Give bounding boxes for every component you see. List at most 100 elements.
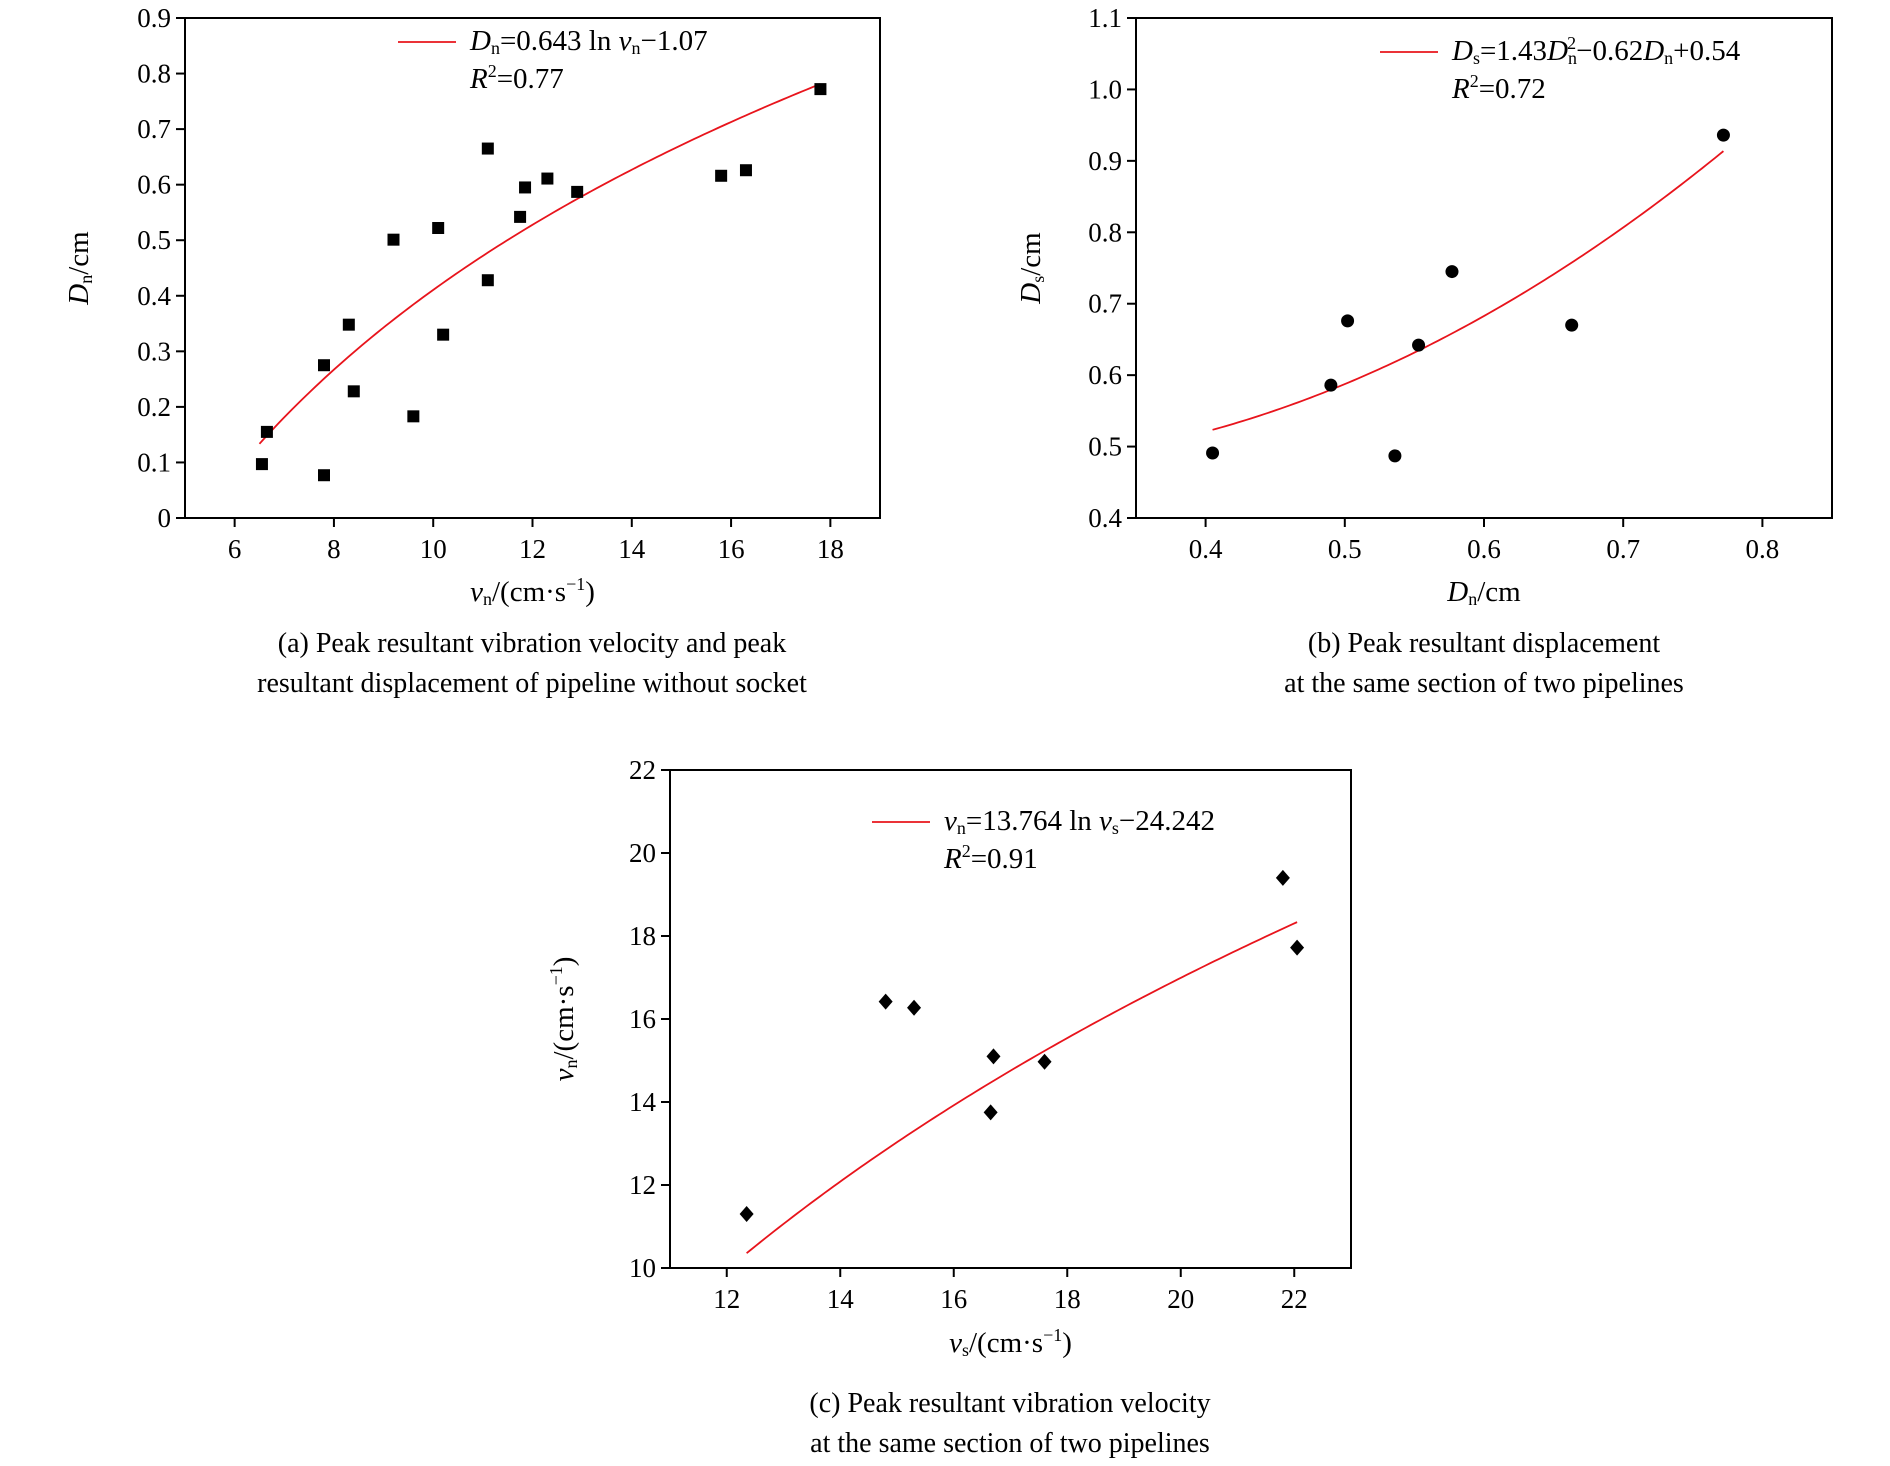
legend-equation-a-part-3: v	[619, 25, 632, 57]
y-axis-label-b-part-1: s	[1028, 276, 1048, 283]
x-tick-label-a-1: 8	[327, 534, 341, 564]
caption-line-a-1: resultant displacement of pipeline witho…	[257, 668, 807, 699]
legend-equation-b-part-2: =1.43	[1480, 35, 1547, 67]
legend-r2-b: R2=0.72	[1451, 71, 1546, 105]
legend-equation-b-part-6: D	[1642, 35, 1664, 67]
x-axis-label-a-part-0: v	[470, 576, 483, 608]
y-tick-label-a-3: 0.3	[137, 336, 171, 366]
legend-equation-a-part-4: n	[631, 38, 640, 58]
data-point-b-5	[1445, 265, 1459, 279]
data-point-c-0	[739, 1206, 754, 1223]
legend-equation-c: vn=13.764 ln vs−24.242	[944, 805, 1215, 838]
data-point-a-10	[481, 274, 494, 287]
x-axis-label-c-part-0: v	[949, 1327, 962, 1359]
x-tick-label-c-1: 14	[827, 1284, 855, 1314]
fit-curve-a	[258, 83, 821, 445]
y-tick-label-a-4: 0.4	[137, 281, 171, 311]
chart-panel-a: 6 8 10 12 14 16 18 0 0.1 0.2 0.3 0.4 0.5 0.6 0.7 0.8 0.9…	[63, 3, 881, 699]
x-axis-label-c-part-1: s	[962, 1340, 969, 1360]
legend-r2-a-part-2: =0.77	[497, 63, 564, 95]
chart-panel-b: 0.4 0.5 0.6 0.7 0.8 0.4 0.5 0.6 0.7 0.8 0.9 1.0 1.1 D…	[1015, 3, 1833, 699]
x-tick-label-c-2: 16	[940, 1284, 967, 1314]
data-point-a-5	[347, 385, 360, 398]
legend-equation-b: Ds=1.43Dn2−0.62Dn+0.54	[1451, 33, 1741, 68]
data-point-c-4	[986, 1048, 1001, 1065]
x-tick-label-c-4: 20	[1167, 1284, 1194, 1314]
legend-r2-c-part-2: =0.91	[971, 843, 1038, 875]
data-point-c-5	[1037, 1053, 1052, 1070]
y-tick-label-a-8: 0.8	[137, 59, 171, 89]
x-tick-label-c-0: 12	[713, 1284, 740, 1314]
caption-line-c-0: (c) Peak resultant vibration velocity	[809, 1388, 1210, 1419]
y-tick-label-b-7: 1.1	[1088, 3, 1122, 33]
x-axis-label-a-part-1: n	[483, 589, 492, 609]
legend-equation-b-part-8: +0.54	[1673, 35, 1741, 67]
legend-equation-c-part-2: =13.764 ln	[966, 805, 1099, 837]
legend-equation-a-part-5: −1.07	[640, 25, 707, 57]
data-point-a-0	[255, 458, 268, 471]
legend-equation-b-part-0: D	[1451, 35, 1473, 67]
legend-r2-c-part-1: 2	[962, 841, 971, 861]
x-tick-label-c-5: 22	[1281, 1284, 1308, 1314]
x-tick-label-a-6: 18	[817, 534, 844, 564]
x-axis-label-c-part-3: −1	[1043, 1325, 1062, 1345]
y-tick-label-b-4: 0.8	[1088, 217, 1122, 247]
data-point-b-4	[1412, 338, 1426, 352]
legend-r2-c-part-0: R	[943, 843, 962, 875]
legend-r2-a-part-0: R	[469, 63, 488, 95]
legend-equation-b-part-7: n	[1664, 48, 1673, 68]
y-tick-label-b-5: 0.9	[1088, 146, 1122, 176]
fit-curve-c	[746, 921, 1298, 1254]
y-tick-label-c-0: 10	[629, 1253, 656, 1283]
data-point-c-1	[878, 993, 893, 1010]
legend-equation-a-part-2: =0.643 ln	[500, 25, 619, 57]
y-tick-label-a-5: 0.5	[137, 225, 171, 255]
data-point-a-6	[387, 233, 400, 246]
y-tick-label-c-2: 14	[629, 1087, 657, 1117]
data-point-b-3	[1388, 449, 1402, 463]
x-tick-label-b-3: 0.7	[1606, 534, 1640, 564]
x-axis-label-a-part-3: −1	[566, 574, 585, 594]
y-tick-label-b-3: 0.7	[1088, 289, 1122, 319]
x-tick-label-a-5: 16	[718, 534, 745, 564]
y-tick-label-c-6: 22	[629, 755, 656, 785]
data-point-a-16	[715, 169, 728, 182]
data-point-a-3	[318, 359, 330, 372]
y-tick-label-a-9: 0.9	[137, 3, 171, 33]
data-point-b-0	[1206, 446, 1220, 460]
data-point-a-17	[739, 164, 752, 177]
x-tick-label-c-3: 18	[1054, 1284, 1081, 1314]
data-point-a-13	[519, 181, 532, 194]
y-axis-label-c-part-2: /(cm·s	[548, 985, 580, 1059]
data-point-a-4	[342, 318, 355, 331]
legend-equation-b-part-1: s	[1473, 48, 1480, 68]
data-point-c-7	[1290, 939, 1305, 956]
data-point-a-12	[514, 210, 527, 223]
caption-line-b-0: (b) Peak resultant displacement	[1308, 628, 1660, 659]
caption-line-b-1: at the same section of two pipelines	[1284, 668, 1684, 699]
y-tick-label-b-6: 1.0	[1088, 74, 1122, 104]
data-point-a-15	[571, 185, 584, 198]
x-axis-label-c-part-2: /(cm·s	[969, 1327, 1043, 1359]
data-point-a-1	[260, 425, 273, 438]
legend-equation-c-part-4: s	[1112, 818, 1119, 838]
x-axis-label-b: Dn/cm	[1446, 576, 1521, 609]
legend-equation-b-part-4: n	[1568, 48, 1577, 68]
y-tick-label-c-5: 20	[629, 838, 656, 868]
x-axis-label-a-part-4: )	[585, 576, 595, 608]
x-axis-label-c-part-4: )	[1062, 1327, 1072, 1359]
legend-equation-c-part-3: v	[1099, 805, 1112, 837]
legend-r2-c: R2=0.91	[943, 841, 1038, 875]
y-axis-label-c-part-4: )	[548, 957, 580, 967]
x-tick-label-b-4: 0.8	[1746, 534, 1780, 564]
caption-line-a-0: (a) Peak resultant vibration velocity an…	[278, 628, 786, 659]
y-axis-label-a-part-0: D	[63, 284, 95, 306]
y-tick-label-a-1: 0.1	[137, 447, 171, 477]
x-axis-label-a-part-2: /(cm·s	[492, 576, 566, 608]
y-tick-label-c-1: 12	[629, 1170, 656, 1200]
data-point-a-2	[318, 469, 330, 482]
x-tick-label-b-0: 0.4	[1189, 534, 1223, 564]
legend-equation-a-part-0: D	[469, 25, 491, 57]
